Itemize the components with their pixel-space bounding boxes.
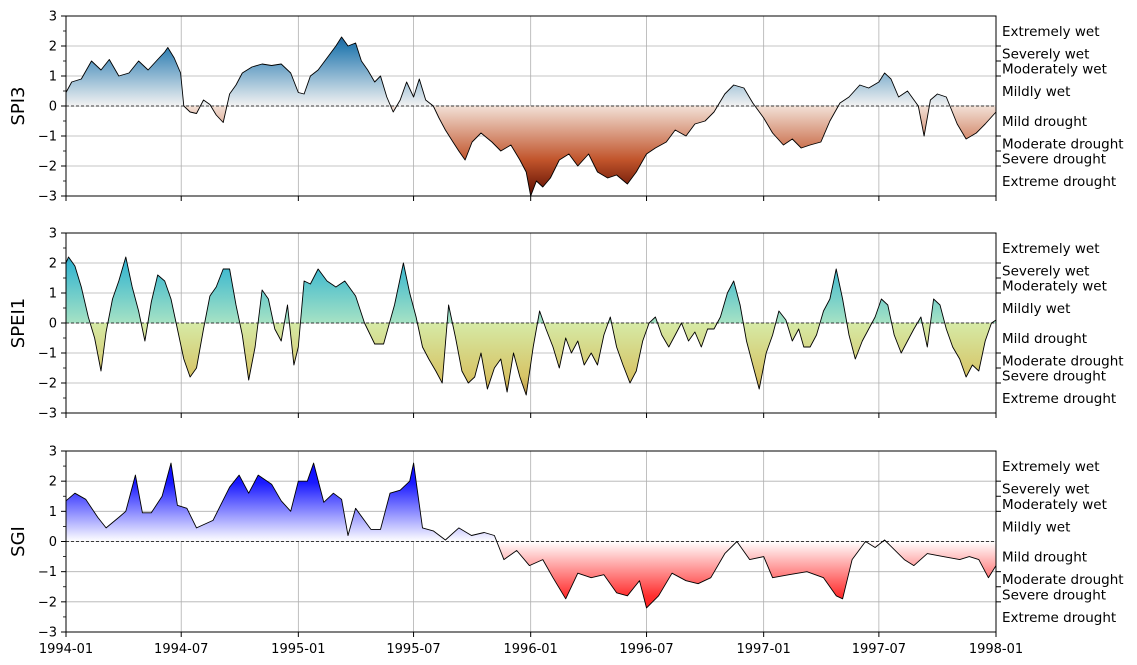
dry-area <box>66 106 996 196</box>
series-line <box>65 36 997 197</box>
y-axis-label: SPI3 <box>8 86 29 125</box>
wet-area <box>66 463 996 542</box>
y-tick-label: 3 <box>49 227 57 242</box>
y-tick-label: −2 <box>38 160 57 175</box>
x-tick-label: 1995-07 <box>386 642 440 657</box>
y-tick-label: 0 <box>49 535 57 550</box>
x-tick-label: 1995-01 <box>271 642 325 657</box>
y-tick-label: −2 <box>38 595 57 610</box>
category-label: Extremely wet <box>1002 459 1100 475</box>
category-label: Mild drought <box>1002 550 1087 566</box>
y-axis-label: SPEI1 <box>8 298 29 348</box>
category-label: Mildly wet <box>1002 301 1070 317</box>
y-tick-label: −1 <box>38 565 57 580</box>
category-label: Moderately wet <box>1002 279 1107 295</box>
series-line <box>65 462 997 609</box>
y-axis-label: SGI <box>8 526 29 557</box>
wet-area <box>66 37 996 106</box>
category-label: Mildly wet <box>1002 84 1070 100</box>
x-tick-label: 1998-01 <box>969 642 1023 657</box>
y-tick-label: −3 <box>38 407 57 422</box>
x-tick-label: 1994-07 <box>154 642 208 657</box>
category-label: Mild drought <box>1002 331 1087 347</box>
y-tick-label: 2 <box>49 257 57 272</box>
x-tick-label: 1996-01 <box>504 642 558 657</box>
category-label: Extreme drought <box>1002 610 1116 626</box>
category-label: Moderately wet <box>1002 497 1107 513</box>
dry-area <box>66 541 996 608</box>
category-label: Severely wet <box>1002 482 1089 498</box>
category-label: Moderate drought <box>1002 137 1124 153</box>
x-tick-label: 1994-01 <box>39 642 93 657</box>
y-tick-label: −1 <box>38 130 57 145</box>
y-tick-label: −1 <box>38 347 57 362</box>
category-label: Extreme drought <box>1002 174 1116 190</box>
y-tick-label: −3 <box>38 626 57 641</box>
series-line <box>65 256 997 396</box>
category-label: Mild drought <box>1002 114 1087 130</box>
wet-area <box>66 257 996 323</box>
y-tick-label: 3 <box>49 10 57 25</box>
y-tick-label: 2 <box>49 40 57 55</box>
category-label: Extreme drought <box>1002 391 1116 407</box>
x-tick-label: 1997-01 <box>736 642 790 657</box>
category-label: Severe drought <box>1002 369 1106 385</box>
category-label: Extremely wet <box>1002 24 1100 40</box>
y-tick-label: 1 <box>49 70 57 85</box>
y-tick-label: −2 <box>38 377 57 392</box>
category-label: Severely wet <box>1002 264 1089 280</box>
category-label: Severely wet <box>1002 47 1089 63</box>
x-tick-label: 1996-07 <box>619 642 673 657</box>
y-tick-label: 3 <box>49 445 57 460</box>
y-tick-label: −3 <box>38 190 57 205</box>
category-label: Extremely wet <box>1002 241 1100 257</box>
category-label: Moderate drought <box>1002 572 1124 588</box>
y-tick-label: 0 <box>49 317 57 332</box>
y-tick-label: 0 <box>49 100 57 115</box>
category-label: Severe drought <box>1002 587 1106 603</box>
y-tick-label: 1 <box>49 287 57 302</box>
category-label: Severe drought <box>1002 152 1106 168</box>
x-tick-label: 1997-07 <box>852 642 906 657</box>
category-label: Moderately wet <box>1002 62 1107 78</box>
category-label: Moderate drought <box>1002 354 1124 370</box>
category-label: Mildly wet <box>1002 519 1070 535</box>
y-tick-label: 2 <box>49 475 57 490</box>
y-tick-label: 1 <box>49 505 57 520</box>
